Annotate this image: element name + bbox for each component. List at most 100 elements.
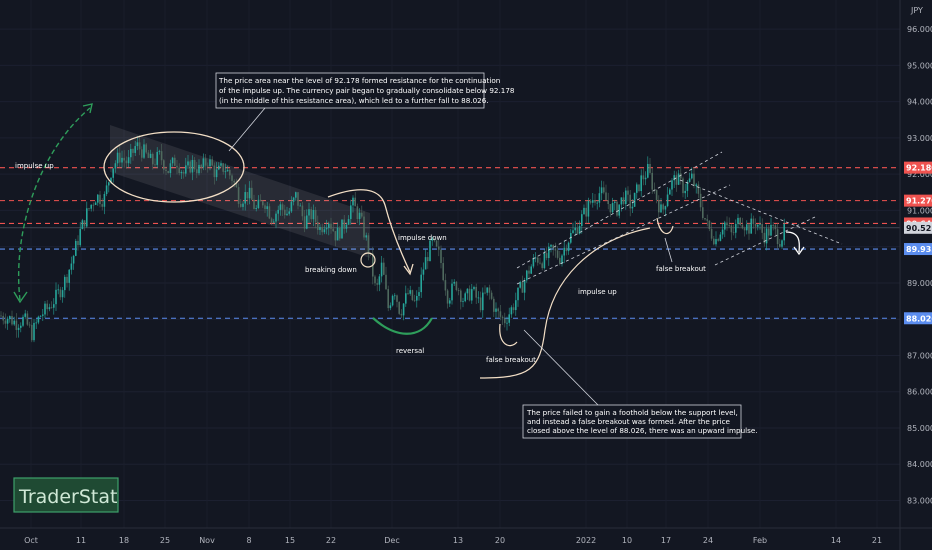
candle-body	[655, 190, 658, 200]
candle-body	[158, 151, 161, 152]
candle-body	[163, 160, 165, 170]
candle-body	[743, 228, 746, 231]
candle-body	[72, 255, 75, 264]
candle-body	[290, 201, 293, 212]
candle-body	[598, 193, 601, 203]
candle-body	[490, 292, 493, 299]
candle-body	[143, 144, 145, 158]
candle-body	[444, 280, 447, 291]
candle-body	[592, 200, 594, 203]
candle-body	[253, 199, 255, 209]
candle-body	[416, 295, 418, 301]
candle-body	[631, 206, 634, 209]
candle-body	[284, 209, 286, 216]
note-bottom-line-1: The price failed to gain a foothold belo…	[526, 408, 738, 417]
note-bottom-line-3: closed above the level of 88.026, there …	[527, 426, 758, 435]
candle-body	[504, 318, 506, 324]
x-tick-label: Oct	[24, 536, 38, 545]
note-bottom-box	[522, 404, 742, 439]
candle-body	[301, 205, 304, 217]
candle-body	[455, 281, 458, 290]
candle-body	[4, 320, 7, 324]
note-top-line-1: The price area near the level of 92.178 …	[218, 76, 500, 85]
candle-body	[554, 248, 557, 251]
candle-body	[110, 177, 112, 183]
candle-body	[57, 289, 59, 291]
candle-body	[191, 159, 194, 173]
candle-body	[55, 289, 57, 305]
candle-body	[486, 287, 488, 293]
candle-body	[279, 204, 282, 210]
candle-body	[306, 215, 308, 229]
level-tag-label: 92.180	[906, 164, 932, 173]
candle-body	[644, 177, 647, 180]
note-bottom: The price failed to gain a foothold belo…	[522, 404, 758, 439]
level-tag-label: 88.026	[906, 314, 932, 323]
candle-body	[99, 194, 101, 205]
candle-body	[66, 276, 68, 283]
level-tag-label: 89.935	[906, 245, 932, 254]
x-tick-label: 14	[831, 536, 841, 545]
y-tick-label: 96.000	[907, 25, 932, 34]
x-tick-label: 15	[285, 536, 295, 545]
candle-body	[187, 161, 189, 166]
candle-body	[647, 163, 649, 178]
candle-body	[651, 172, 653, 190]
candle-body	[310, 209, 312, 220]
candle-body	[387, 289, 389, 309]
candle-body	[136, 142, 139, 147]
candle-body	[213, 165, 216, 178]
candle-body	[17, 327, 20, 330]
annotation-impulse-up-left: impulse up	[15, 162, 54, 170]
candle-body	[464, 293, 466, 302]
candle-body	[132, 148, 134, 153]
annotation-reversal: reversal	[396, 347, 424, 355]
candle-body	[400, 313, 403, 316]
candle-body	[297, 192, 299, 206]
candle-body	[587, 200, 590, 217]
x-tick-label: 11	[76, 536, 86, 545]
candle-body	[347, 219, 350, 225]
candle-body	[64, 276, 66, 291]
candle-body	[776, 229, 779, 245]
candle-body	[759, 224, 761, 225]
candle-body	[391, 295, 394, 306]
candle-body	[167, 170, 169, 174]
candle-body	[185, 165, 187, 174]
candle-body	[424, 257, 427, 270]
note-bottom-line-2: and instead a false breakout was formed.…	[527, 417, 731, 426]
candle-body	[622, 197, 625, 205]
candle-body	[233, 180, 235, 183]
wedge-top	[679, 179, 843, 245]
candle-body	[251, 187, 253, 200]
candle-body	[345, 224, 348, 229]
candle-body	[88, 208, 90, 210]
candle-body	[660, 204, 662, 213]
candle-body	[466, 288, 469, 294]
candle-body	[508, 314, 510, 323]
candle-body	[585, 207, 587, 217]
candle-body	[741, 224, 744, 229]
candle-body	[169, 163, 172, 174]
false-breakout-hook	[499, 323, 518, 347]
candle-body	[565, 247, 568, 252]
y-tick-label: 92.000	[907, 170, 932, 179]
candle-body	[737, 217, 739, 224]
candle-body	[77, 240, 79, 246]
candle-body	[609, 204, 612, 213]
candle-body	[730, 225, 733, 233]
candle-body	[156, 151, 158, 165]
y-tick-label: 94.000	[907, 98, 932, 107]
candle-body	[255, 208, 257, 209]
note-bottom-pointer	[523, 329, 599, 406]
candle-body	[629, 194, 631, 209]
candle-body	[611, 202, 614, 213]
logo-box	[13, 477, 119, 513]
candle-body	[321, 227, 323, 233]
candle-body	[407, 293, 409, 295]
candle-body	[312, 209, 315, 220]
candle-body	[559, 257, 561, 264]
candle-body	[61, 290, 64, 298]
candle-body	[152, 153, 154, 165]
candle-body	[352, 197, 354, 206]
